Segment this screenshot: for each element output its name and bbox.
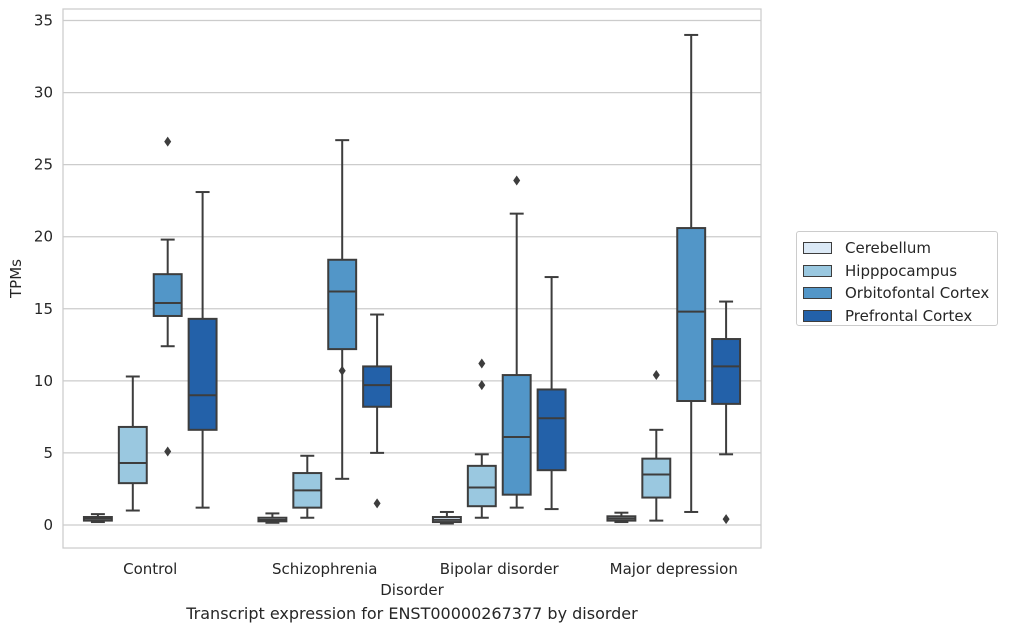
y-tick-label: 20 bbox=[34, 228, 53, 246]
box-iqr bbox=[362, 365, 393, 408]
outlier-point bbox=[478, 358, 486, 369]
outlier-point bbox=[652, 370, 660, 381]
y-tick-label: 0 bbox=[43, 516, 53, 534]
box-1-3 bbox=[641, 370, 672, 522]
legend-swatch-hippocampus bbox=[803, 264, 832, 277]
box-iqr bbox=[711, 338, 742, 405]
legend-label: Prefrontal Cortex bbox=[845, 306, 973, 325]
y-tick-label: 25 bbox=[34, 156, 53, 174]
outlier-point bbox=[373, 498, 381, 509]
x-tick-label: Major depression bbox=[610, 560, 738, 578]
outlier-point bbox=[478, 380, 486, 391]
box-2-3 bbox=[676, 33, 707, 513]
boxes bbox=[82, 33, 742, 525]
legend-label: Hipppocampus bbox=[845, 261, 958, 280]
box-iqr bbox=[117, 425, 148, 485]
box-2-0 bbox=[152, 136, 183, 457]
box-iqr bbox=[187, 317, 218, 431]
box-1-1 bbox=[292, 454, 323, 519]
legend-swatch-prefrontal bbox=[803, 309, 832, 322]
box-iqr bbox=[327, 258, 358, 351]
box-2-1 bbox=[327, 139, 358, 480]
y-tick-label: 10 bbox=[34, 372, 53, 390]
legend: Cerebellum Hipppocampus Orbitofontal Cor… bbox=[796, 231, 998, 326]
box-iqr bbox=[152, 273, 183, 317]
box-0-3 bbox=[606, 511, 637, 524]
figure-caption: Transcript expression for ENST0000026737… bbox=[186, 604, 638, 623]
x-tick-label: Bipolar disorder bbox=[440, 560, 560, 578]
box-3-3 bbox=[711, 300, 742, 525]
y-tick-label: 5 bbox=[43, 444, 53, 462]
plot-area-frame bbox=[62, 8, 762, 549]
y-tick-labels: 0 5 10 15 20 25 30 35 bbox=[34, 12, 53, 534]
legend-item-orbitofrontal: Orbitofontal Cortex bbox=[803, 282, 997, 305]
box-iqr bbox=[536, 388, 567, 472]
y-axis-title: TPMs bbox=[7, 259, 25, 299]
x-tick-labels: Control Schizophrenia Bipolar disorder Majo… bbox=[123, 560, 738, 578]
legend-swatch-orbitofrontal bbox=[803, 287, 832, 300]
legend-item-prefrontal: Prefrontal Cortex bbox=[803, 305, 997, 328]
box-0-0 bbox=[82, 513, 113, 524]
legend-item-hippocampus: Hipppocampus bbox=[803, 260, 997, 283]
box-iqr bbox=[466, 464, 497, 508]
box-0-2 bbox=[431, 510, 462, 525]
outlier-point bbox=[722, 514, 730, 525]
box-3-1 bbox=[362, 313, 393, 509]
outlier-point bbox=[164, 446, 172, 457]
legend-label: Orbitofontal Cortex bbox=[845, 284, 990, 303]
box-iqr bbox=[641, 457, 672, 499]
box-3-0 bbox=[187, 191, 218, 509]
x-axis-title: Disorder bbox=[380, 581, 444, 599]
x-tick-label: Schizophrenia bbox=[272, 560, 377, 578]
y-tick-label: 35 bbox=[34, 12, 53, 30]
legend-swatch-cerebellum bbox=[803, 242, 832, 255]
x-tick-label: Control bbox=[123, 560, 177, 578]
y-tick-label: 30 bbox=[34, 84, 53, 102]
box-0-1 bbox=[257, 512, 288, 524]
box-1-0 bbox=[117, 375, 148, 512]
box-2-2 bbox=[501, 175, 532, 509]
box-3-2 bbox=[536, 276, 567, 511]
outlier-point bbox=[513, 175, 521, 186]
box-iqr bbox=[501, 374, 532, 496]
legend-item-cerebellum: Cerebellum bbox=[803, 237, 997, 260]
y-tick-label: 15 bbox=[34, 300, 53, 318]
legend-label: Cerebellum bbox=[845, 239, 931, 258]
box-1-2 bbox=[466, 358, 497, 519]
box-iqr bbox=[676, 227, 707, 402]
outlier-point bbox=[164, 136, 172, 147]
outlier-point bbox=[338, 365, 346, 376]
